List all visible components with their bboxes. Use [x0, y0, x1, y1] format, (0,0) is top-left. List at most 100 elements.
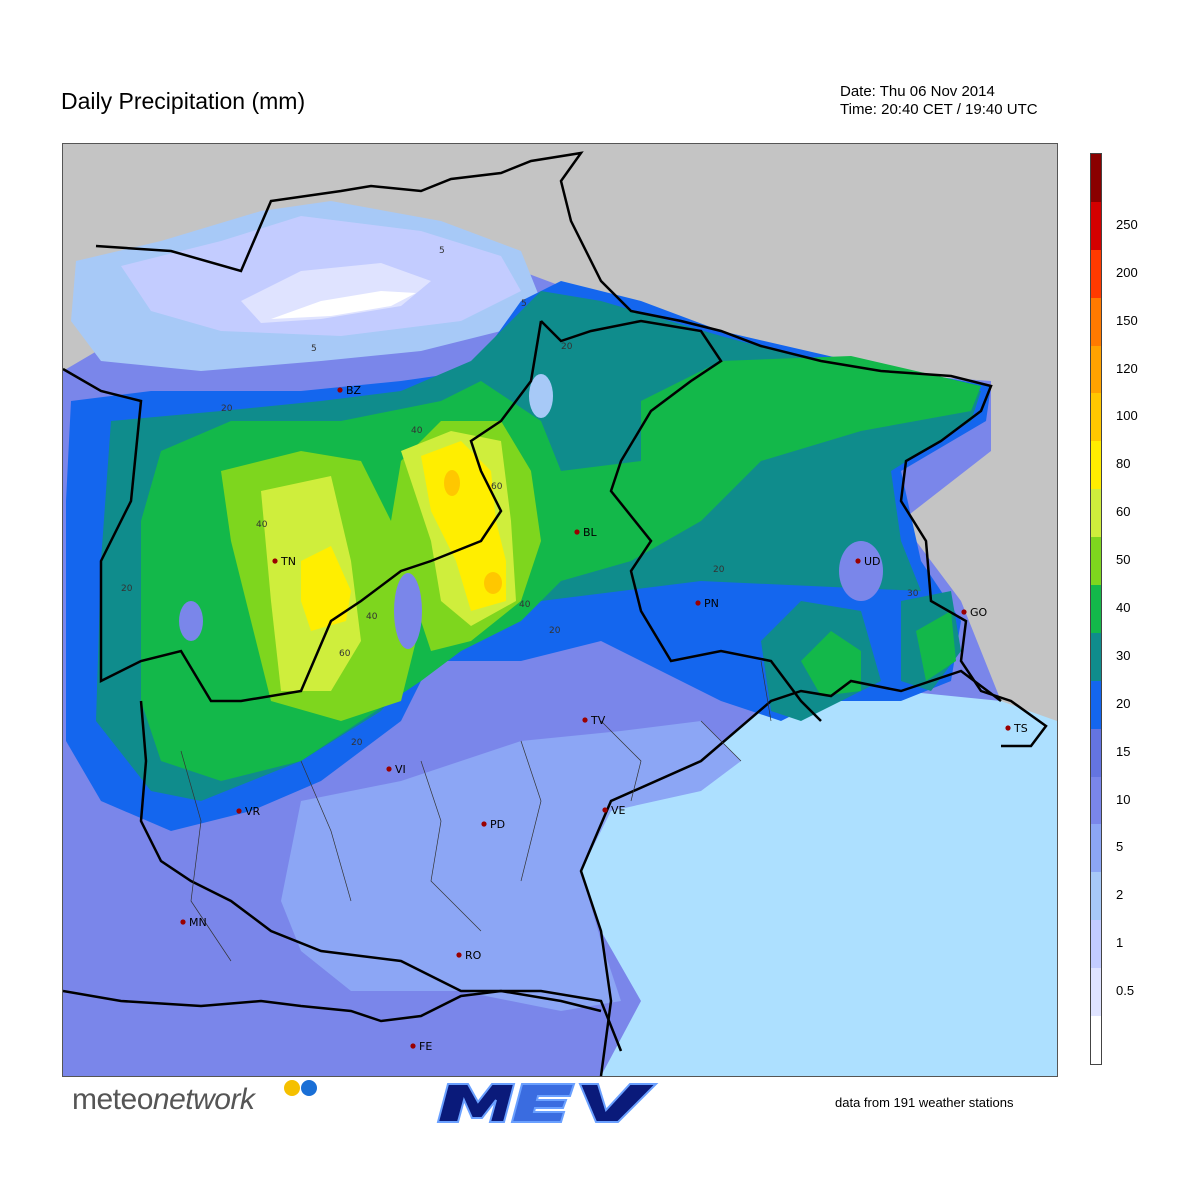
colorbar-segment: [1091, 154, 1101, 202]
colorbar-tick-label: 1: [1116, 935, 1124, 951]
contour-label: 20: [561, 342, 573, 352]
contour-label: 20: [221, 404, 233, 414]
province-border-tn: [63, 320, 543, 703]
contour-label: 20: [121, 584, 133, 594]
coastline: [579, 669, 1002, 1076]
city-dot: [337, 387, 343, 393]
colorbar-tick-label: 2: [1116, 887, 1124, 903]
province-border-bl: [540, 319, 822, 722]
time-line: Time: 20:40 CET / 19:40 UTC: [840, 101, 1038, 118]
contour-label: 40: [519, 600, 531, 610]
colorbar-segment: [1091, 680, 1101, 729]
precip-zone-80b: [421, 441, 506, 611]
colorbar-tick-label: 80: [1116, 456, 1131, 472]
colorbar-segment: [1091, 1016, 1101, 1064]
precip-zone-80a: [301, 546, 351, 631]
colorbar-segment: [1091, 968, 1101, 1017]
precip-zone-north-0: [271, 291, 416, 319]
city-label: BZ: [346, 384, 362, 397]
precip-spot-center: [394, 573, 422, 649]
colorbar-tick-label: 0.5: [1116, 983, 1135, 999]
colorbar-segment: [1091, 585, 1101, 633]
city-dot: [481, 821, 487, 827]
colorbar-segment: [1091, 920, 1101, 969]
precipitation-map: 5 5 5 20 40 40 20 60 40 40 60 20 20 20 2…: [62, 143, 1058, 1077]
city-dot: [272, 558, 278, 564]
colorbar-segment: [1091, 393, 1101, 442]
city-dot: [602, 807, 608, 813]
colorbar-segment: [1091, 776, 1101, 825]
meteonetwork-logo: meteonetwork: [72, 1083, 255, 1117]
city-dot: [236, 808, 242, 814]
province-border-vr: [139, 700, 623, 1052]
contour-label: 20: [351, 738, 363, 748]
city-label: RO: [465, 949, 482, 962]
logo-dots-icon: [284, 1080, 317, 1096]
colorbar-tick-label: 15: [1116, 743, 1131, 759]
precip-zone-40-go: [916, 611, 956, 681]
map-canvas: 5 5 5 20 40 40 20 60 40 40 60 20 20 20 2…: [63, 144, 1057, 1076]
contour-label: 20: [549, 626, 561, 636]
city-label: VI: [395, 763, 406, 776]
colorbar-tick-label: 120: [1116, 360, 1138, 376]
city-dot: [574, 529, 580, 535]
contour-label: 40: [256, 520, 268, 530]
city-label: MN: [189, 916, 207, 929]
logo-text-plain: meteo: [72, 1083, 153, 1116]
precip-spot-west: [179, 601, 203, 641]
colorbar-tick-label: 10: [1116, 791, 1131, 807]
colorbar-segment: [1091, 824, 1101, 873]
city-label: VE: [611, 804, 626, 817]
colorbar-tick-label: 5: [1116, 839, 1124, 855]
city-dot: [961, 609, 967, 615]
logo-text-italic: network: [152, 1083, 255, 1116]
m3v-logo-icon: [436, 1083, 659, 1123]
colorbar-segment: [1091, 728, 1101, 777]
city-dot: [456, 952, 462, 958]
internal-borders: [180, 660, 772, 962]
contour-label: 5: [439, 246, 445, 256]
colorbar-segment: [1091, 345, 1101, 394]
precip-zone-40-se: [801, 631, 861, 696]
city-label: TV: [590, 714, 606, 727]
colorbar-tick-label: 40: [1116, 600, 1131, 615]
city-dot: [410, 1043, 416, 1049]
contour-label: 20: [713, 565, 725, 575]
city-label: TS: [1013, 722, 1028, 735]
southern-border: [63, 989, 602, 1023]
colorbar-tick-label: 100: [1116, 408, 1138, 424]
precip-zone-100b: [484, 572, 502, 594]
city-label: PD: [490, 818, 505, 831]
colorbar-segment: [1091, 872, 1101, 921]
contour-label: 30: [907, 589, 919, 599]
colorbar-segment: [1091, 201, 1101, 250]
contour-label: 40: [366, 612, 378, 622]
colorbar-segment: [1091, 297, 1101, 346]
contour-label: 60: [491, 482, 503, 492]
colorbar-tick-label: 30: [1116, 647, 1131, 663]
colorbar-segment: [1091, 537, 1101, 586]
colorbar-segment: [1091, 632, 1101, 681]
colorbar: [1090, 153, 1102, 1065]
city-dot: [386, 766, 392, 772]
city-label: PN: [704, 597, 719, 610]
contour-label: 5: [521, 299, 527, 309]
precip-spot-bz: [529, 374, 553, 418]
map-title: Daily Precipitation (mm): [61, 88, 306, 114]
colorbar-tick-label: 60: [1116, 504, 1131, 520]
colorbar-tick-label: 150: [1116, 312, 1138, 328]
city-dot: [695, 600, 701, 606]
city-dot: [855, 558, 861, 564]
contour-label: 40: [411, 426, 423, 436]
regional-border: [95, 151, 1048, 748]
city-dot: [1005, 725, 1011, 731]
timestamp-box: Date: Thu 06 Nov 2014 Time: 20:40 CET / …: [840, 83, 1038, 119]
city-label: VR: [245, 805, 261, 818]
colorbar-tick-label: 50: [1116, 552, 1131, 568]
stations-note: data from 191 weather stations: [835, 1095, 1014, 1110]
city-dot: [180, 919, 186, 925]
precip-zone-100a: [444, 470, 460, 496]
colorbar-tick-label: 20: [1116, 695, 1131, 711]
colorbar-tick-label: 200: [1116, 264, 1138, 280]
colorbar-segment: [1091, 489, 1101, 538]
